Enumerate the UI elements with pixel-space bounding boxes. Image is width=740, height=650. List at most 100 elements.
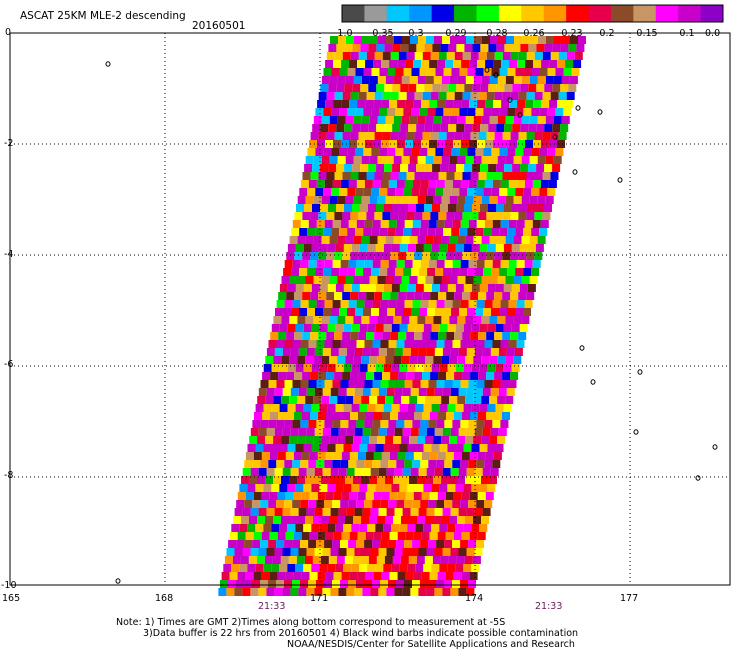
data-cell [271,444,280,452]
data-cell [381,532,390,540]
data-cell [406,412,414,420]
data-cell [341,532,350,540]
data-cell [545,116,554,124]
data-cell [252,420,261,428]
data-cell [331,148,340,156]
data-cell [557,60,566,68]
data-cell [521,236,530,244]
data-cell [477,492,486,500]
data-cell [292,300,301,308]
data-cell [411,268,420,276]
data-cell [428,220,437,228]
data-cell [412,180,421,188]
data-cell [452,540,461,548]
data-cell [441,436,450,444]
data-cell [276,580,284,588]
data-cell [302,252,311,260]
data-cell [494,332,503,340]
data-cell [471,244,480,252]
data-cell [361,236,370,244]
data-cell [441,396,450,404]
data-cell [420,380,429,388]
data-cell [459,148,468,156]
data-cell [374,372,383,380]
data-cell [467,68,476,76]
data-cell [464,124,473,132]
data-cell [344,124,353,132]
data-cell [378,348,387,356]
data-cell [489,156,498,164]
data-cell [479,364,488,372]
data-cell [441,116,450,124]
data-cell [509,100,518,108]
colorbar-label: -0.26 [520,28,545,39]
data-cell [565,100,574,108]
data-cell [474,508,483,516]
data-cell [321,396,330,404]
data-cell [289,276,298,284]
data-cell [383,324,392,332]
data-cell [371,308,379,316]
data-cell [483,108,492,116]
data-cell [292,340,301,348]
colorbar-swatch [700,5,724,22]
data-cell [368,204,376,212]
data-cell [430,412,438,420]
data-cell [541,140,549,148]
data-cell [471,444,480,452]
data-cell [289,516,297,524]
data-cell [282,548,291,556]
data-cell [493,140,501,148]
data-cell [292,380,301,388]
data-cell [359,484,368,492]
data-cell [382,252,391,260]
data-cell [495,324,504,332]
data-cell [365,572,374,580]
data-cell [333,532,342,540]
data-cell [462,172,471,180]
data-cell [446,412,454,420]
data-cell [533,140,541,148]
data-cell [367,324,376,332]
island-outline [115,578,121,584]
data-cell [367,364,376,372]
data-cell [440,44,449,52]
colorbar-label: -0.23 [558,28,583,39]
data-cell [468,340,477,348]
data-cell [508,180,517,188]
data-cell [505,316,514,324]
data-cell [319,364,328,372]
data-cell [494,292,503,300]
data-cell [460,260,469,268]
data-cell [297,276,306,284]
data-cell [221,572,230,580]
colorbar-label: -1.0 [334,28,353,39]
data-cell [295,324,304,332]
data-cell [494,132,503,140]
data-cell [308,460,317,468]
data-cell [351,404,360,412]
data-cell [443,188,452,196]
data-cell [329,436,338,444]
data-cell [426,508,435,516]
data-cell [504,84,513,92]
data-cell [457,236,466,244]
data-cell [495,364,504,372]
data-cell [371,108,380,116]
data-cell [268,340,277,348]
data-cell [451,268,460,276]
data-cell [563,68,572,76]
data-cell [343,244,352,252]
data-cell [309,452,318,460]
data-cell [359,524,368,532]
data-cell [461,572,470,580]
data-cell [470,372,479,380]
data-cell [374,252,383,260]
data-cell [361,436,370,444]
data-cell [495,404,504,412]
data-cell [279,564,288,572]
data-cell [357,532,366,540]
data-cell [503,404,512,412]
data-cell [257,516,265,524]
data-cell [326,132,335,140]
